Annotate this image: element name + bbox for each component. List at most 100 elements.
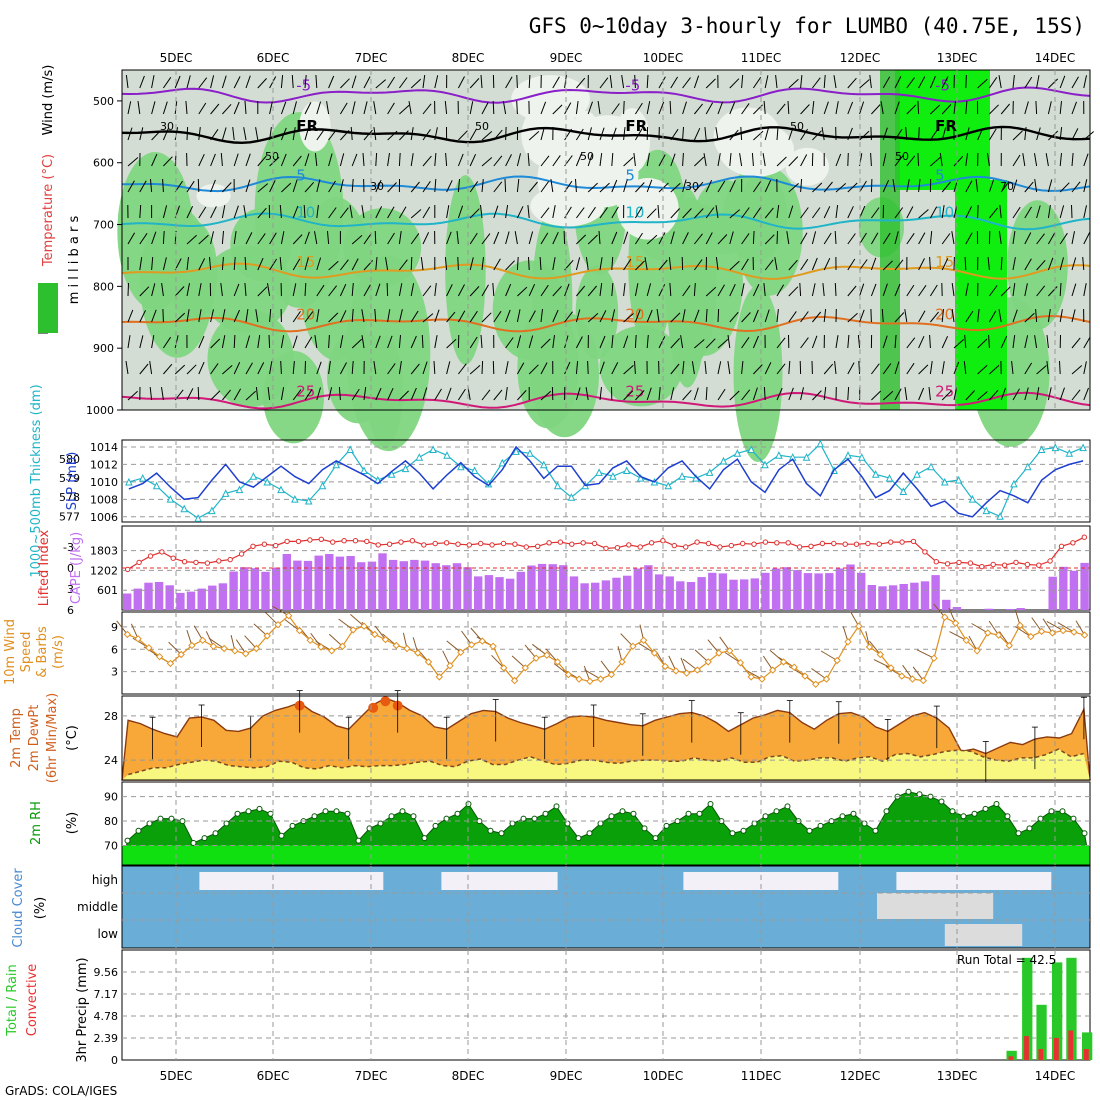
rh-saturated-area [895, 70, 990, 190]
wind-barb [894, 231, 899, 245]
wind-barb [338, 618, 354, 631]
slp-tick-label: 1008 [90, 493, 118, 506]
cape-bar [942, 599, 951, 610]
wind-barb [361, 205, 365, 219]
wind-barb [363, 76, 371, 89]
wind-barb [552, 231, 559, 245]
wind-barb [174, 335, 179, 349]
wind-barb [823, 232, 832, 245]
wind-barb [835, 205, 839, 219]
wind-barb [151, 257, 154, 271]
li-point [956, 559, 962, 566]
wind-barb [245, 153, 251, 167]
wind-barb [444, 257, 448, 271]
wind-barb [894, 76, 902, 89]
li-tick-label: 6 [67, 604, 74, 617]
isotherm-label: 20 [296, 305, 315, 323]
thickness-point [470, 466, 479, 474]
li-point [717, 544, 723, 550]
isotherm-line [121, 391, 1091, 410]
cape-bar [686, 582, 696, 610]
wind-barb [820, 650, 838, 661]
wind-barb [705, 207, 715, 219]
cape-bar [1059, 566, 1068, 610]
total-precip-bar [1036, 1004, 1047, 1060]
minmax-axis-label: (6hr Min/Max) [45, 693, 60, 783]
rh-shading [366, 336, 404, 447]
wind-barb [245, 335, 251, 349]
wind-barb [1012, 154, 1021, 167]
wind-barb [245, 309, 249, 323]
wind-barb [161, 283, 164, 297]
wind-barb [528, 335, 534, 349]
wind-barb [894, 128, 903, 141]
wind-barb [965, 180, 973, 193]
wind-barb [776, 126, 779, 141]
wind-barb [929, 75, 936, 89]
isotherm-label: 20 [625, 305, 644, 323]
wind-barb [741, 361, 744, 375]
wind-barb [1034, 179, 1038, 193]
cloud-axis-label: Cloud Cover [11, 868, 26, 948]
wind-barb [516, 206, 524, 219]
wind-barb [717, 388, 726, 401]
cape-bar [665, 576, 674, 610]
bottom-date-label: 11DEC [741, 1069, 781, 1083]
wind-barb [280, 360, 282, 375]
wind-barb [646, 334, 649, 349]
wind-barb [151, 130, 161, 141]
wind-barb [953, 339, 965, 349]
wind-barb [1071, 128, 1079, 141]
wind-speed-point [1080, 631, 1089, 639]
rh-point [201, 835, 208, 842]
rh-point [960, 813, 967, 820]
slp-tick-label: 1012 [90, 458, 118, 471]
wind-barb [210, 129, 219, 141]
bottom-date-label: 6DEC [257, 1069, 290, 1083]
thickness-point [913, 470, 921, 478]
wind-barb [186, 257, 189, 271]
thickness-point [415, 453, 424, 461]
rh-point [322, 808, 329, 815]
rh-contour-label: 30 [370, 180, 384, 193]
wind-barb [729, 231, 734, 245]
wind-barb [682, 285, 691, 297]
wind-barb [209, 256, 212, 271]
wind-barb [929, 256, 931, 271]
li-point [455, 541, 461, 547]
thickness-point [968, 494, 977, 503]
wind-barb [975, 179, 979, 193]
wind-barb [292, 361, 295, 375]
cape-bar [154, 582, 164, 610]
wind-barb [752, 77, 762, 89]
wind-barb [552, 205, 556, 219]
wind-barb [316, 284, 325, 297]
rh-point [278, 832, 285, 839]
wind-barb [125, 75, 129, 89]
cape-bar [293, 560, 302, 610]
wind-barb [999, 205, 1002, 219]
rh-frame [121, 781, 1091, 866]
wind-barb [408, 101, 412, 115]
wind-barb [1059, 127, 1063, 141]
wind-speed-point [317, 643, 325, 651]
thickness-point [152, 481, 161, 490]
rh-point [212, 830, 219, 837]
li-point [637, 544, 643, 550]
wind-barb [292, 283, 297, 297]
li-tick-label: 0 [67, 562, 74, 575]
convective-precip-bar [1038, 1049, 1044, 1060]
rh-point [454, 810, 461, 817]
wind-barb [788, 387, 794, 401]
thickness-point [332, 460, 341, 469]
wind-barb [1012, 309, 1018, 323]
wind-barb [458, 130, 468, 141]
wind-barb [644, 257, 648, 271]
wind-barb [988, 128, 997, 141]
wind-barb [745, 669, 763, 680]
wind-barb [859, 259, 868, 271]
cape-bar [1048, 576, 1057, 610]
wind-barb [185, 100, 188, 115]
thickness-point [1051, 443, 1060, 452]
thickness-point [1079, 443, 1087, 452]
